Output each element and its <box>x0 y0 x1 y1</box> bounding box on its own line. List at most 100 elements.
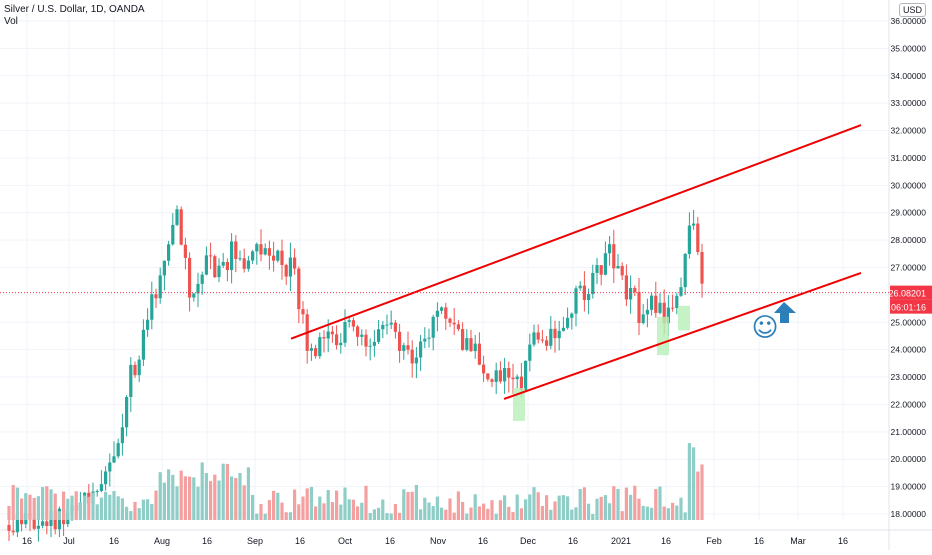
volume-bar <box>465 513 469 520</box>
time-tick-label: 16 <box>838 536 848 546</box>
candle-body <box>120 427 124 444</box>
volume-bar <box>381 499 385 520</box>
candle-body <box>419 341 423 358</box>
volume-bar <box>297 504 301 520</box>
candle-body <box>566 317 570 328</box>
volume-bar <box>196 486 200 520</box>
candle-body <box>129 364 133 397</box>
currency-badge[interactable]: USD <box>898 3 926 17</box>
volume-bar <box>599 496 603 520</box>
candle-body <box>225 262 229 270</box>
volume-bar <box>419 509 423 520</box>
volume-bar <box>339 504 343 520</box>
candle-body <box>230 241 234 270</box>
candle-body <box>456 324 460 330</box>
volume-bar <box>410 491 414 520</box>
candle-body <box>654 295 658 313</box>
price-tick-label: 24.00000 <box>891 345 927 355</box>
volume-bar <box>591 513 595 520</box>
price-tick-label: 27.00000 <box>891 263 927 273</box>
candle-body <box>7 524 11 531</box>
volume-bar <box>209 481 213 520</box>
candle-body <box>406 345 410 350</box>
volume-bar <box>326 489 330 520</box>
volume-bar <box>616 488 620 520</box>
volume-bar <box>566 496 570 520</box>
volume-bar <box>57 511 61 520</box>
volume-bar <box>423 497 427 520</box>
volume-bar <box>280 502 284 520</box>
candle-body <box>482 364 486 374</box>
time-tick-label: 16 <box>22 536 32 546</box>
volume-bar <box>633 485 637 520</box>
volume-bar <box>188 476 192 520</box>
volume-bar <box>662 506 666 520</box>
candle-body <box>267 248 271 256</box>
volume-bar <box>620 511 624 520</box>
volume-bar <box>293 489 297 520</box>
volume-bar <box>162 482 166 520</box>
candle-body <box>536 332 540 340</box>
volume-bar <box>356 506 360 520</box>
volume-bar <box>20 498 24 520</box>
volume-bar <box>314 506 318 520</box>
volume-bar <box>288 512 292 520</box>
volume-bar <box>150 504 154 520</box>
candle-body <box>372 341 376 346</box>
candle-body <box>675 295 679 308</box>
volume-bar <box>318 496 322 520</box>
volume-bar <box>15 487 19 520</box>
candle-body <box>293 257 297 269</box>
candle-body <box>498 370 502 382</box>
volume-bar <box>671 502 675 520</box>
candle-body <box>183 244 187 258</box>
candle-body <box>393 322 397 332</box>
volume-bar <box>561 495 565 520</box>
candle-body <box>692 223 696 226</box>
symbol-legend[interactable]: Silver / U.S. Dollar, 1D, OANDA <box>4 4 145 15</box>
candle-body <box>587 294 591 301</box>
candle-body <box>213 256 217 278</box>
volume-bar <box>167 469 171 520</box>
volume-legend[interactable]: Vol <box>4 16 18 27</box>
last-price-label: 26.08201 <box>888 289 926 299</box>
candle-body <box>284 264 288 277</box>
volume-bar <box>675 505 679 520</box>
candle-body <box>389 322 393 325</box>
up-arrow-icon <box>774 302 796 323</box>
volume-bar <box>494 513 498 520</box>
volume-bar <box>246 467 250 520</box>
volume-bar <box>696 471 700 520</box>
candle-body <box>314 348 318 357</box>
volume-bar <box>104 491 108 520</box>
candle-body <box>171 224 175 245</box>
candle-body <box>599 265 603 275</box>
volume-bar <box>242 485 246 520</box>
volume-bar <box>120 498 124 520</box>
volume-bar <box>272 490 276 520</box>
volume-bar <box>45 486 49 520</box>
candle-body <box>200 274 204 284</box>
candle-body <box>364 334 368 347</box>
time-tick-label: Oct <box>338 536 353 546</box>
volume-bar <box>255 513 259 520</box>
volume-bar <box>276 492 280 520</box>
candle-body <box>540 339 544 341</box>
candle-body <box>196 283 200 294</box>
volume-bar <box>389 513 393 520</box>
candle-body <box>469 338 473 352</box>
candle-body <box>326 331 330 339</box>
candle-body <box>582 285 586 301</box>
volume-bar <box>398 512 402 520</box>
volume-bar <box>570 509 574 520</box>
price-tick-label: 29.00000 <box>891 208 927 218</box>
volume-bar <box>230 476 234 520</box>
volume-bar <box>301 496 305 520</box>
volume-bar <box>263 513 267 520</box>
candle-body <box>641 314 645 324</box>
candle-body <box>494 370 498 382</box>
volume-bar <box>654 489 658 520</box>
candle-body <box>330 331 334 335</box>
